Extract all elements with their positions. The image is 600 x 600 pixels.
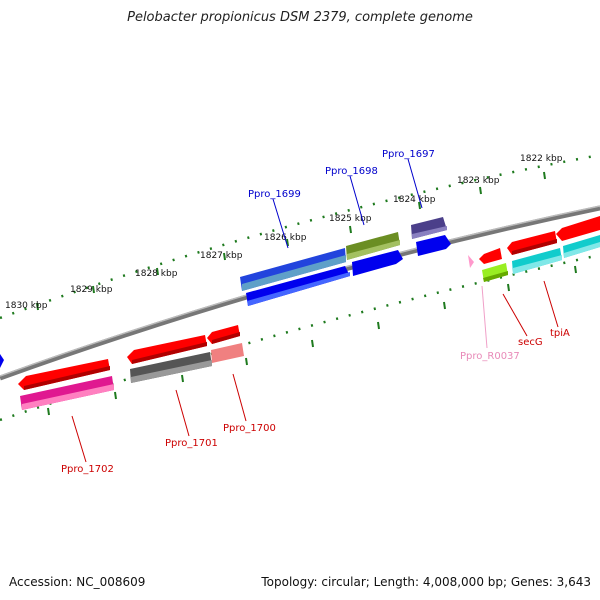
gene-arrow-shade [483, 271, 508, 282]
gene-arrow-shade [24, 366, 110, 390]
map-title: Pelobacter propionicus DSM 2379, complet… [127, 10, 473, 25]
gene-arrow-shade [242, 255, 346, 291]
tick-label-1822: 1822 kbp [520, 154, 563, 164]
leader-line [481, 285, 488, 349]
gene-arrow[interactable] [211, 343, 244, 363]
gene-arrow-shade [132, 342, 207, 364]
accession-text: Accession: NC_008609 [9, 575, 146, 589]
leader-line [175, 389, 190, 437]
gene-label-ppro-1702[interactable]: Ppro_1702 [61, 464, 114, 475]
gene-arrow-shade [412, 226, 447, 239]
tick-label-1830: 1830 kbp [5, 301, 48, 311]
gene-arrow[interactable] [0, 354, 4, 368]
leader-line [232, 373, 247, 422]
leader-line [407, 158, 423, 209]
gene-arrow-shade [513, 255, 562, 274]
gene-arrow-shade [247, 272, 350, 306]
gene-arrow[interactable] [556, 216, 600, 241]
leader-line [349, 175, 365, 226]
gene-label-ppro-1701[interactable]: Ppro_1701 [165, 438, 218, 449]
gene-arrow-shade [22, 384, 114, 410]
gene-arrow-shade [564, 242, 600, 258]
gene-arrow-shade [131, 360, 212, 383]
gene-label-ppro-r0037[interactable]: Ppro_R0037 [460, 351, 520, 362]
tick-label-1825: 1825 kbp [329, 214, 372, 224]
gene-arrow[interactable] [468, 255, 474, 268]
gene-arrow-shade [347, 240, 400, 260]
leader-line [272, 198, 289, 249]
leader-line [502, 293, 528, 337]
inner-tick-ring [0, 253, 600, 422]
tick-label-1828: 1828 kbp [135, 269, 178, 279]
gene-label-tpia[interactable]: tpiA [550, 328, 570, 339]
gene-label-ppro-1697[interactable]: Ppro_1697 [382, 149, 435, 160]
gene-label-ppro-1700[interactable]: Ppro_1700 [223, 423, 276, 434]
tick-label-1827: 1827 kbp [200, 251, 243, 261]
gene-arrow[interactable] [416, 235, 451, 256]
gene-arrow[interactable] [352, 250, 403, 276]
gene-label-ppro-1698[interactable]: Ppro_1698 [325, 166, 378, 177]
tick-label-1823: 1823 kbp [457, 176, 500, 186]
gene-label-secg[interactable]: secG [518, 337, 543, 348]
tick-label-1829: 1829 kbp [70, 285, 113, 295]
tick-label-1824: 1824 kbp [393, 195, 436, 205]
gene-arrow-shade [512, 239, 557, 255]
outer-major-ticks [36, 171, 546, 311]
genome-summary-text: Topology: circular; Length: 4,008,000 bp… [261, 575, 591, 589]
inner-major-ticks [47, 265, 577, 416]
leader-line [543, 280, 559, 328]
gene-arrow-shade [212, 332, 240, 344]
leader-line [71, 415, 87, 463]
gene-arrow[interactable] [479, 248, 502, 264]
gene-label-ppro-1699[interactable]: Ppro_1699 [248, 189, 301, 200]
